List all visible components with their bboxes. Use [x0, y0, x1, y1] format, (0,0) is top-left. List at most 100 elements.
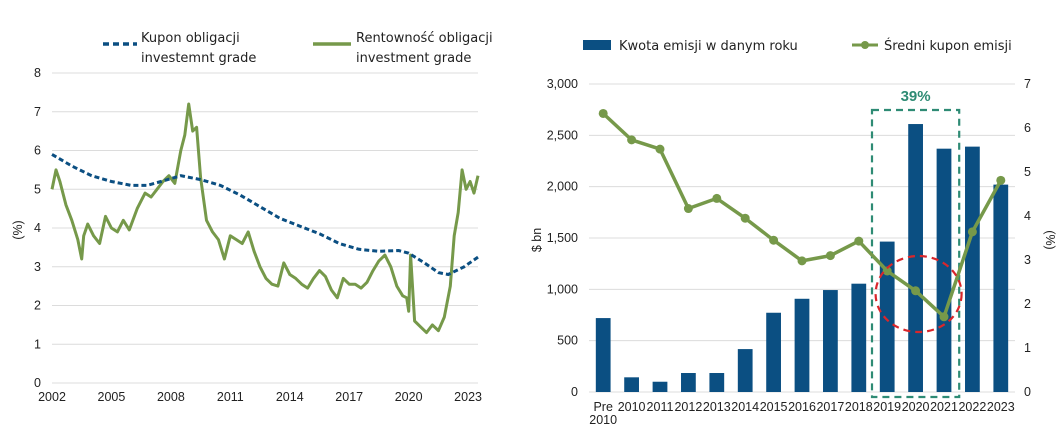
- right-x-tick: 2011: [647, 400, 674, 414]
- right-y-tick: 1,500: [547, 231, 578, 245]
- bar: [766, 312, 781, 392]
- bar: [879, 241, 895, 392]
- line-point: [769, 235, 779, 245]
- left-x-tick: 2023: [454, 390, 482, 404]
- bar: [737, 349, 753, 392]
- left-y-tick: 4: [34, 221, 41, 235]
- left-x-tick-labels: 2002 2005 2008 2011 2014 2017 2020 2023: [38, 390, 482, 404]
- left-y-tick-labels: 0 1 2 3 4 5 6 7 8: [34, 66, 41, 390]
- right-y-tick: 2,500: [547, 128, 578, 142]
- line-point: [627, 135, 637, 145]
- line-point: [712, 193, 722, 203]
- left-x-tick: 2014: [276, 390, 304, 404]
- bar: [851, 283, 867, 392]
- right-bar-line-chart: 0 500 1,000 1,500 2,000 2,500 3,000 0 1 2 3 4 5 6 7 P…: [530, 38, 1057, 427]
- sredni-kupon-markers: [598, 108, 1006, 322]
- left-y-tick: 3: [34, 260, 41, 274]
- right-y-axis-label: $ bn: [530, 228, 544, 252]
- left-y-tick: 7: [34, 105, 41, 119]
- right-x-tick: 2012: [674, 400, 702, 414]
- right-y-tick: 0: [571, 385, 578, 399]
- legend-label-kupon-line2: investemnt grade: [141, 51, 256, 66]
- line-point: [683, 204, 693, 214]
- line-point: [882, 266, 892, 276]
- line-point: [797, 256, 807, 266]
- right-x-tick: 2014: [731, 400, 759, 414]
- bar: [908, 124, 923, 392]
- right-x-tick: 2015: [760, 400, 788, 414]
- left-y-axis-label: (%): [11, 220, 25, 239]
- right-x-tick: 2023: [987, 400, 1015, 414]
- line-point: [939, 312, 949, 322]
- right-y-tick: 3,000: [547, 77, 578, 91]
- bar: [936, 148, 952, 392]
- left-gridlines: [52, 72, 478, 384]
- legend-label-rentownosc-line2: investment grade: [356, 51, 471, 66]
- right-y2-tick: 6: [1024, 121, 1031, 135]
- bar: [823, 290, 838, 392]
- line-point: [911, 286, 921, 296]
- right-y-tick: 500: [557, 334, 578, 348]
- left-x-tick: 2005: [98, 390, 126, 404]
- right-y2-tick: 4: [1024, 209, 1031, 223]
- bar: [624, 377, 639, 392]
- right-x-tick: 2017: [816, 400, 844, 414]
- left-x-tick: 2002: [38, 390, 66, 404]
- right-y2-tick: 0: [1024, 385, 1031, 399]
- line-point: [854, 236, 864, 246]
- line-point: [996, 175, 1006, 185]
- bar: [965, 146, 980, 392]
- left-y-tick: 8: [34, 66, 41, 80]
- right-x-tick: 2010: [618, 400, 646, 414]
- left-x-tick: 2020: [395, 390, 423, 404]
- right-y2-tick: 1: [1024, 341, 1031, 355]
- right-x-tick: 2018: [845, 400, 873, 414]
- right-x-tick: 2020: [902, 400, 930, 414]
- right-x-tick: 2019: [873, 400, 901, 414]
- left-y-tick: 2: [34, 299, 41, 313]
- bar: [993, 184, 1009, 392]
- line-point: [825, 251, 835, 261]
- line-point: [598, 108, 608, 118]
- line-point: [740, 213, 750, 223]
- right-secondary-y-tick-labels: 0 1 2 3 4 5 6 7: [1024, 77, 1031, 399]
- left-y-tick: 1: [34, 337, 41, 351]
- right-y2-axis-label: (%): [1043, 230, 1057, 249]
- right-y2-tick: 7: [1024, 77, 1031, 91]
- right-x-tick: 2013: [703, 400, 731, 414]
- series-kupon-dashed-line: [51, 153, 479, 277]
- left-y-tick: 5: [34, 182, 41, 196]
- left-x-tick: 2011: [217, 390, 244, 404]
- series-rentownosc-line: [50, 102, 480, 335]
- right-legend: Kwota emisji w danym roku Średni kupon e…: [583, 38, 1012, 54]
- left-y-tick: 6: [34, 144, 41, 158]
- legend-label-kwota: Kwota emisji w danym roku: [619, 39, 798, 54]
- bar: [595, 318, 611, 392]
- legend-label-kupon-line1: Kupon obligacji: [141, 31, 240, 46]
- right-x-tick: 2022: [958, 400, 986, 414]
- right-y-tick: 1,000: [547, 282, 578, 296]
- bar: [709, 373, 725, 392]
- bar: [652, 381, 668, 392]
- left-legend: Kupon obligacji investemnt grade Rentown…: [103, 31, 493, 66]
- line-point: [967, 227, 977, 237]
- right-left-y-tick-labels: 0 500 1,000 1,500 2,000 2,500 3,000: [547, 77, 578, 399]
- left-x-tick: 2017: [335, 390, 363, 404]
- issuance-bars: [595, 124, 1009, 392]
- left-y-tick: 0: [34, 376, 41, 390]
- legend-marker-sredni-kupon: [861, 41, 869, 49]
- legend-label-sredni-kupon: Średni kupon emisji: [884, 38, 1012, 54]
- right-x-tick: 2021: [930, 400, 958, 414]
- right-x-tick: Pre 2010: [589, 400, 617, 427]
- right-y2-tick: 3: [1024, 253, 1031, 267]
- legend-label-rentownosc-line1: Rentowność obligacji: [356, 31, 493, 46]
- highlight-dashed-ellipse: [874, 254, 963, 334]
- highlight-box-label: 39%: [901, 88, 931, 105]
- right-y2-tick: 2: [1024, 297, 1031, 311]
- left-x-tick: 2008: [157, 390, 185, 404]
- line-point: [655, 144, 665, 154]
- right-x-tick: 2016: [788, 400, 816, 414]
